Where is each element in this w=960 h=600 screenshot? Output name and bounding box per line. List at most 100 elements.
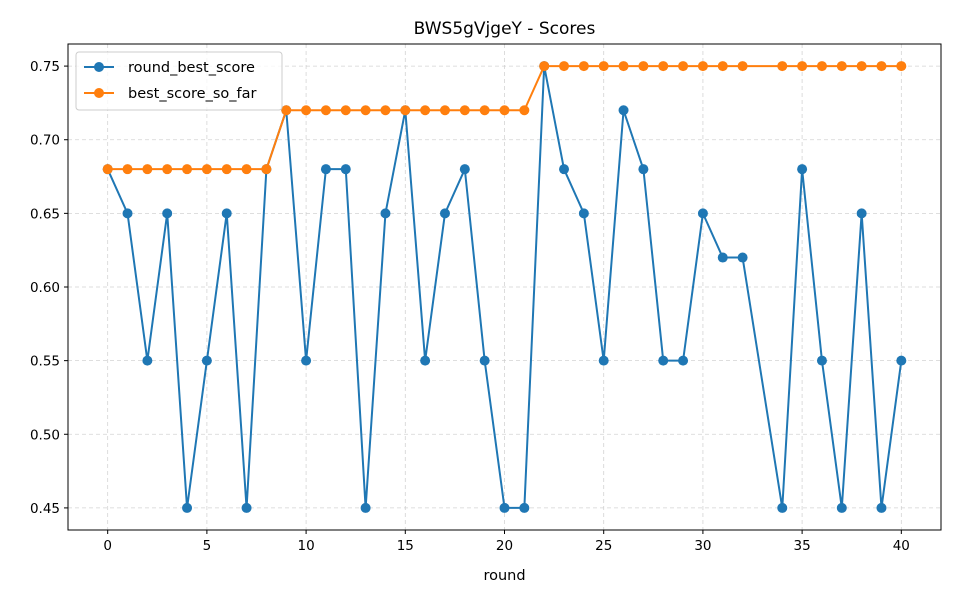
- x-tick-label: 15: [397, 538, 414, 554]
- data-point: [598, 61, 609, 72]
- data-point: [618, 61, 629, 72]
- data-point: [737, 252, 748, 263]
- legend-label: round_best_score: [128, 60, 255, 76]
- x-tick-label: 25: [595, 538, 612, 554]
- data-point: [241, 502, 252, 513]
- data-point: [598, 355, 609, 366]
- data-point: [301, 355, 312, 366]
- axis-ticks: 0 5 10 15 20 25 30 35 40 0.45 0.50 0.55 0.60 0.65 0.70…: [30, 59, 910, 554]
- data-point: [658, 61, 669, 72]
- data-point: [360, 105, 371, 116]
- legend-box: [75, 51, 283, 111]
- y-tick-label: 0.60: [30, 280, 60, 296]
- data-point: [439, 208, 450, 219]
- legend-label: best_score_so_far: [128, 86, 256, 102]
- data-point: [499, 502, 510, 513]
- y-tick-label: 0.55: [30, 354, 60, 370]
- data-point: [201, 355, 212, 366]
- data-point: [360, 502, 371, 513]
- x-tick-label: 5: [203, 538, 212, 554]
- data-point: [777, 502, 788, 513]
- x-tick-label: 40: [893, 538, 910, 554]
- data-point: [519, 105, 530, 116]
- data-point: [301, 105, 312, 116]
- series-best_score_so_far: [102, 61, 907, 175]
- data-point: [876, 61, 887, 72]
- data-point: [320, 164, 331, 175]
- legend: round_best_score best_score_so_far: [75, 51, 283, 111]
- data-point: [182, 164, 193, 175]
- x-tick-label: 10: [297, 538, 314, 554]
- data-point: [380, 105, 391, 116]
- data-point: [559, 164, 570, 175]
- data-point: [459, 164, 470, 175]
- data-point: [380, 208, 391, 219]
- x-tick-label: 35: [794, 538, 811, 554]
- data-point: [578, 208, 589, 219]
- data-point: [618, 105, 629, 116]
- y-tick-label: 0.50: [30, 427, 60, 443]
- data-point: [142, 164, 153, 175]
- data-point: [142, 355, 153, 366]
- data-point: [797, 61, 808, 72]
- data-point: [221, 164, 232, 175]
- y-tick-label: 0.75: [30, 59, 60, 75]
- x-tick-label: 30: [694, 538, 711, 554]
- x-axis-label: round: [483, 568, 525, 584]
- data-point: [162, 164, 173, 175]
- data-point: [479, 355, 490, 366]
- data-point: [658, 355, 669, 366]
- data-point: [102, 164, 113, 175]
- data-point: [856, 208, 867, 219]
- data-point: [737, 61, 748, 72]
- data-point: [439, 105, 450, 116]
- data-point: [459, 105, 470, 116]
- data-point: [896, 355, 907, 366]
- data-point: [816, 355, 827, 366]
- data-point: [896, 61, 907, 72]
- data-point: [717, 252, 728, 263]
- data-point: [777, 61, 788, 72]
- data-point: [479, 105, 490, 116]
- series-layer: [102, 61, 907, 513]
- data-point: [182, 502, 193, 513]
- data-point: [638, 61, 649, 72]
- legend-marker: [94, 62, 104, 72]
- y-tick-label: 0.65: [30, 206, 60, 222]
- data-point: [519, 502, 530, 513]
- data-point: [836, 502, 847, 513]
- chart-title: BWS5gVjgeY - Scores: [414, 19, 596, 39]
- data-point: [816, 61, 827, 72]
- data-point: [717, 61, 728, 72]
- data-point: [122, 164, 133, 175]
- data-point: [697, 61, 708, 72]
- data-point: [201, 164, 212, 175]
- data-point: [797, 164, 808, 175]
- data-point: [539, 61, 550, 72]
- data-point: [320, 105, 331, 116]
- data-point: [678, 61, 689, 72]
- series-line: [106, 65, 903, 509]
- data-point: [678, 355, 689, 366]
- y-tick-label: 0.70: [30, 133, 60, 149]
- data-point: [340, 105, 351, 116]
- data-point: [162, 208, 173, 219]
- data-point: [241, 164, 252, 175]
- data-point: [122, 208, 133, 219]
- x-tick-label: 20: [496, 538, 513, 554]
- data-point: [221, 208, 232, 219]
- data-point: [856, 61, 867, 72]
- data-point: [697, 208, 708, 219]
- data-point: [499, 105, 510, 116]
- data-point: [876, 502, 887, 513]
- data-point: [559, 61, 570, 72]
- x-tick-label: 0: [103, 538, 112, 554]
- data-point: [638, 164, 649, 175]
- series-line: [107, 65, 902, 171]
- legend-marker: [94, 88, 104, 98]
- data-point: [340, 164, 351, 175]
- y-tick-label: 0.45: [30, 501, 60, 517]
- data-point: [836, 61, 847, 72]
- data-point: [261, 164, 272, 175]
